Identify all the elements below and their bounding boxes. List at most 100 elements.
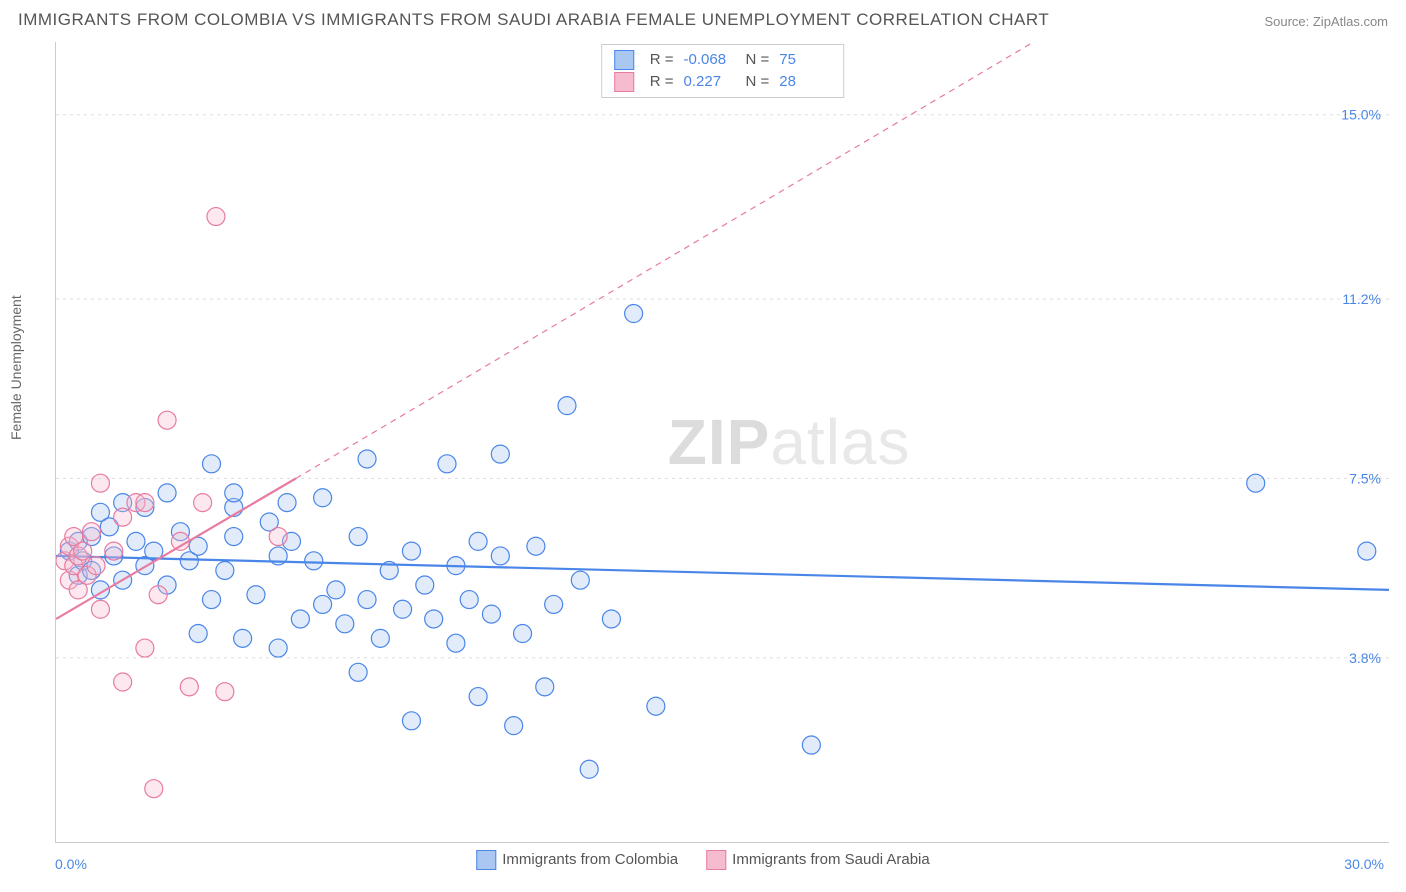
scatter-point [469, 688, 487, 706]
scatter-point [358, 450, 376, 468]
scatter-point [180, 678, 198, 696]
scatter-point [269, 528, 287, 546]
y-tick-label: 3.8% [1349, 650, 1381, 666]
scatter-point [558, 397, 576, 415]
scatter-point [158, 411, 176, 429]
scatter-point [305, 552, 323, 570]
scatter-point [447, 634, 465, 652]
scatter-point [416, 576, 434, 594]
y-tick-label: 11.2% [1342, 291, 1381, 307]
legend-item: Immigrants from Saudi Arabia [706, 850, 930, 870]
trend-line [56, 556, 1389, 590]
scatter-point [127, 532, 145, 550]
scatter-point [314, 595, 332, 613]
stat-n-value: 75 [779, 49, 831, 71]
source-attribution: Source: ZipAtlas.com [1264, 14, 1388, 29]
scatter-point [571, 571, 589, 589]
scatter-point [207, 208, 225, 226]
scatter-point [647, 697, 665, 715]
scatter-point [482, 605, 500, 623]
scatter-point [114, 673, 132, 691]
scatter-point [358, 591, 376, 609]
scatter-point [216, 561, 234, 579]
stat-n-value: 28 [779, 71, 831, 93]
legend-item: Immigrants from Colombia [476, 850, 678, 870]
scatter-point [149, 586, 167, 604]
scatter-point [105, 542, 123, 560]
plot-area: ZIPatlas 3.8%7.5%11.2%15.0% R =-0.068N =… [55, 42, 1389, 843]
scatter-point [580, 760, 598, 778]
scatter-point [402, 542, 420, 560]
scatter-point [336, 615, 354, 633]
scatter-point [91, 474, 109, 492]
scatter-point [527, 537, 545, 555]
stat-row: R = -0.068 N = 75 [614, 49, 832, 71]
scatter-point [225, 484, 243, 502]
scatter-point [602, 610, 620, 628]
chart-title: IMMIGRANTS FROM COLOMBIA VS IMMIGRANTS F… [18, 10, 1049, 30]
scatter-point [136, 639, 154, 657]
stat-r-label: R = [650, 49, 674, 71]
chart-svg: 3.8% 7.5% 11.2% 15.0% [56, 42, 1389, 842]
scatter-point [545, 595, 563, 613]
y-tick-label: 15.0% [1341, 107, 1381, 123]
scatter-point [1358, 542, 1376, 560]
scatter-point [394, 600, 412, 618]
scatter-point [469, 532, 487, 550]
scatter-point [91, 600, 109, 618]
scatter-point [291, 610, 309, 628]
scatter-point [74, 542, 92, 560]
scatter-point [87, 557, 105, 575]
stat-n-label: N = [746, 49, 770, 71]
scatter-point [460, 591, 478, 609]
legend: Immigrants from Colombia Immigrants from … [476, 850, 929, 870]
legend-label: Immigrants from Colombia [502, 851, 678, 868]
scatter-point [234, 629, 252, 647]
scatter-point [203, 455, 221, 473]
scatter-point [625, 305, 643, 323]
correlation-stat-box: R = -0.068 N = 75 R = 0.227 N = 28 [601, 44, 845, 98]
legend-swatch [476, 850, 496, 870]
trend-line-extrapolated [296, 42, 1034, 478]
scatter-point [371, 629, 389, 647]
scatter-point [402, 712, 420, 730]
scatter-point [491, 445, 509, 463]
scatter-point [203, 591, 221, 609]
scatter-point [136, 494, 154, 512]
x-axis-min-label: 0.0% [55, 856, 87, 872]
scatter-point [278, 494, 296, 512]
scatter-point [327, 581, 345, 599]
scatter-point [145, 780, 163, 798]
scatter-point [247, 586, 265, 604]
scatter-point [505, 717, 523, 735]
y-axis-label: Female Unemployment [8, 295, 24, 440]
scatter-point [83, 523, 101, 541]
stat-swatch [614, 50, 634, 70]
scatter-point [438, 455, 456, 473]
stat-r-value: -0.068 [684, 49, 736, 71]
stat-row: R = 0.227 N = 28 [614, 71, 832, 93]
legend-swatch [706, 850, 726, 870]
scatter-point [349, 528, 367, 546]
scatter-point [425, 610, 443, 628]
stat-r-label: R = [650, 71, 674, 93]
stat-n-label: N = [746, 71, 770, 93]
scatter-point [514, 625, 532, 643]
scatter-point [158, 484, 176, 502]
scatter-point [491, 547, 509, 565]
scatter-point [189, 625, 207, 643]
scatter-point [536, 678, 554, 696]
scatter-point [349, 663, 367, 681]
legend-label: Immigrants from Saudi Arabia [732, 851, 930, 868]
scatter-point [225, 528, 243, 546]
scatter-point [802, 736, 820, 754]
x-axis-max-label: 30.0% [1344, 856, 1384, 872]
y-tick-label: 7.5% [1349, 470, 1381, 486]
stat-swatch [614, 72, 634, 92]
scatter-point [269, 639, 287, 657]
scatter-point [114, 508, 132, 526]
scatter-point [216, 683, 234, 701]
scatter-point [314, 489, 332, 507]
stat-r-value: 0.227 [684, 71, 736, 93]
scatter-point [194, 494, 212, 512]
